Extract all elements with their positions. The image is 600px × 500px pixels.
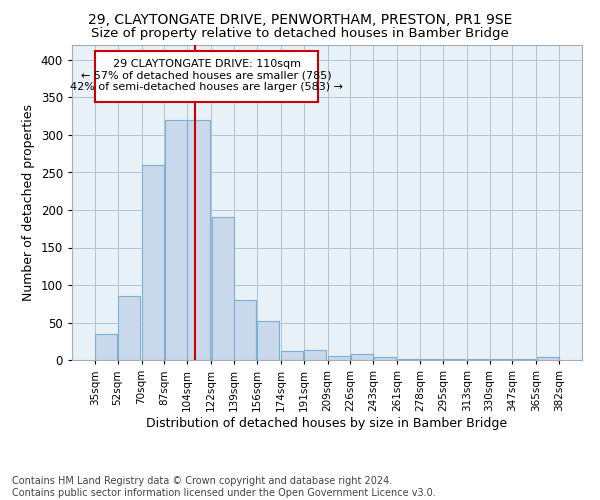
Bar — [443, 359, 465, 360]
Bar — [421, 359, 442, 360]
Bar — [513, 359, 535, 360]
Bar — [490, 359, 512, 360]
Bar — [398, 359, 419, 360]
Bar — [187, 120, 209, 360]
Bar — [118, 296, 140, 360]
Y-axis label: Number of detached properties: Number of detached properties — [22, 104, 35, 301]
Bar — [142, 165, 164, 360]
Bar — [235, 300, 256, 360]
Text: 29 CLAYTONGATE DRIVE: 110sqm: 29 CLAYTONGATE DRIVE: 110sqm — [113, 59, 301, 69]
Bar — [281, 351, 303, 360]
Bar — [467, 359, 490, 360]
Bar — [95, 334, 117, 360]
Text: Contains HM Land Registry data © Crown copyright and database right 2024.
Contai: Contains HM Land Registry data © Crown c… — [12, 476, 436, 498]
FancyBboxPatch shape — [95, 51, 318, 102]
Bar — [257, 321, 279, 360]
Bar — [304, 350, 326, 360]
Text: Size of property relative to detached houses in Bamber Bridge: Size of property relative to detached ho… — [91, 28, 509, 40]
Bar — [351, 354, 373, 360]
X-axis label: Distribution of detached houses by size in Bamber Bridge: Distribution of detached houses by size … — [146, 416, 508, 430]
Text: 29, CLAYTONGATE DRIVE, PENWORTHAM, PRESTON, PR1 9SE: 29, CLAYTONGATE DRIVE, PENWORTHAM, PREST… — [88, 12, 512, 26]
Bar — [164, 120, 187, 360]
Bar — [374, 357, 395, 360]
Text: 42% of semi-detached houses are larger (583) →: 42% of semi-detached houses are larger (… — [70, 82, 343, 92]
Text: ← 57% of detached houses are smaller (785): ← 57% of detached houses are smaller (78… — [81, 70, 332, 81]
Bar — [212, 218, 233, 360]
Bar — [328, 356, 350, 360]
Bar — [537, 357, 559, 360]
